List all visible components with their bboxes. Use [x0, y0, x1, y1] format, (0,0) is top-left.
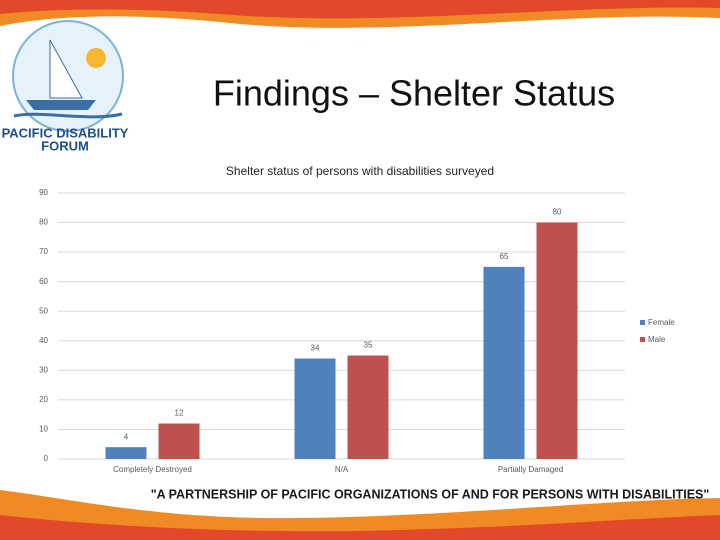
- slide-title: Findings – Shelter Status: [213, 73, 615, 114]
- footer: "A PARTNERSHIP OF PACIFIC ORGANIZATIONS …: [151, 487, 710, 501]
- y-tick-label: 20: [39, 395, 48, 404]
- value-label: 80: [553, 208, 562, 217]
- bar: [105, 447, 147, 459]
- value-label: 4: [124, 432, 129, 441]
- value-label: 34: [311, 344, 320, 353]
- y-tick-label: 60: [39, 277, 48, 286]
- y-tick-label: 30: [39, 365, 48, 374]
- logo-sun: [86, 48, 106, 68]
- bar: [294, 358, 336, 459]
- legend-swatch: [640, 320, 645, 325]
- y-tick-label: 80: [39, 218, 48, 227]
- logo-wave: [13, 112, 123, 119]
- logo-sail: [49, 39, 83, 99]
- x-tick-label: Completely Destroyed: [113, 465, 192, 474]
- bar: [536, 222, 578, 459]
- y-tick-label: 90: [39, 188, 48, 197]
- y-tick-label: 70: [39, 247, 48, 256]
- bar: [347, 355, 389, 459]
- bottom-swoosh-dark: [0, 515, 720, 540]
- bar: [158, 423, 200, 459]
- x-tick-label: N/A: [335, 465, 349, 474]
- chart-title: Shelter status of persons with disabilit…: [226, 164, 494, 178]
- legend-label: Male: [648, 335, 666, 344]
- y-tick-label: 40: [39, 336, 48, 345]
- logo-text: FORUM: [41, 138, 89, 153]
- top-swoosh-dark: [0, 0, 720, 19]
- logo: PACIFIC DISABILITY FORUM: [2, 20, 129, 153]
- logo-text: PACIFIC DISABILITY: [2, 125, 129, 140]
- y-tick-label: 0: [44, 454, 49, 463]
- y-tick-label: 50: [39, 306, 48, 315]
- value-label: 35: [364, 341, 373, 350]
- value-label: 65: [500, 252, 509, 261]
- legend-label: Female: [648, 318, 675, 327]
- logo-boat: [26, 100, 96, 110]
- x-tick-label: Partially Damaged: [498, 465, 563, 474]
- y-tick-label: 10: [39, 425, 48, 434]
- legend-swatch: [640, 337, 645, 342]
- bar: [483, 266, 525, 459]
- value-label: 12: [175, 409, 184, 418]
